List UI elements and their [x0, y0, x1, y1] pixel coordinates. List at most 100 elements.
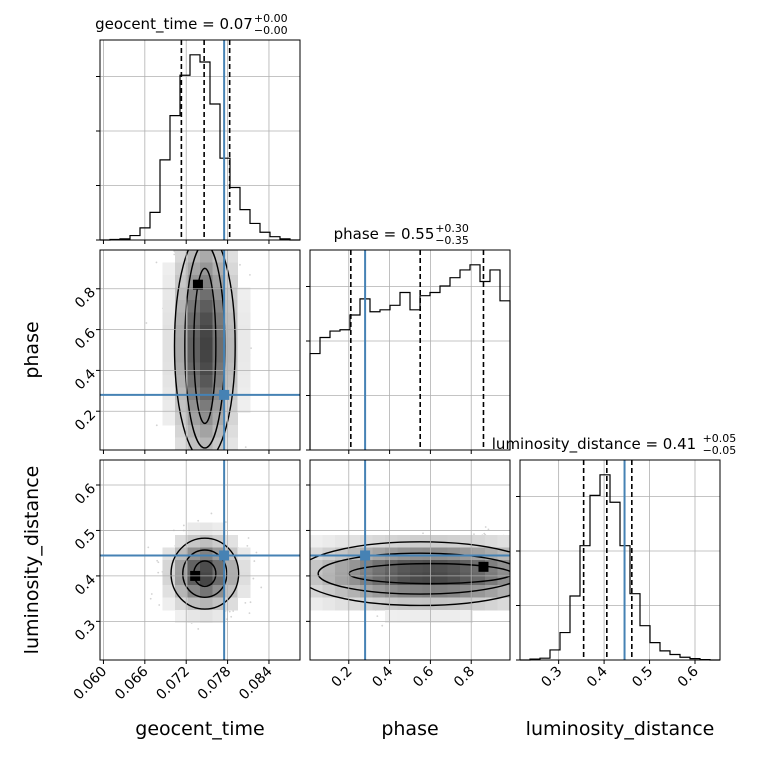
- scatter-point: [577, 587, 579, 589]
- x-tick-label: 0.078: [195, 664, 235, 704]
- scatter-point: [613, 584, 615, 586]
- density-cell: [447, 560, 461, 573]
- scatter-point: [290, 573, 292, 575]
- density-cell: [225, 400, 238, 413]
- density-cell: [322, 535, 336, 548]
- density-cell: [460, 560, 473, 573]
- density-cell: [225, 275, 238, 288]
- scatter-point: [517, 574, 519, 576]
- scatter-point: [145, 322, 148, 324]
- scatter-point: [517, 555, 519, 557]
- scatter-point: [201, 248, 203, 250]
- density-cell: [410, 560, 423, 573]
- density-cell: [335, 597, 348, 611]
- x-axis-label-luminosity_distance: luminosity_distance: [526, 718, 715, 740]
- density-cell: [335, 547, 348, 561]
- scatter-point: [538, 564, 540, 566]
- scatter-point: [196, 212, 198, 214]
- scatter-point: [594, 594, 596, 596]
- density-cell: [162, 350, 176, 363]
- scatter-point: [212, 207, 214, 209]
- x-tick-label: 0.8: [451, 664, 478, 691]
- x-tick-label: 0.060: [71, 664, 111, 704]
- density-cell: [447, 610, 461, 623]
- scatter-point: [547, 572, 549, 574]
- scatter-point: [581, 607, 583, 609]
- density-cell: [187, 560, 201, 573]
- density-cell: [175, 437, 188, 450]
- density-cell: [410, 585, 423, 598]
- density-cell: [237, 312, 251, 326]
- density-cell: [200, 585, 213, 598]
- truth-marker: [219, 389, 230, 400]
- density-cell: [385, 585, 398, 598]
- scatter-point: [193, 216, 195, 218]
- scatter-point: [215, 467, 217, 469]
- scatter-point: [200, 452, 202, 454]
- density-cell: [372, 547, 386, 561]
- scatter-point: [693, 582, 695, 584]
- density-cell: [237, 375, 251, 388]
- scatter-point: [565, 574, 567, 576]
- scatter-point: [530, 587, 532, 589]
- density-cell: [187, 597, 201, 611]
- scatter-point: [588, 561, 590, 563]
- scatter-point: [220, 475, 222, 477]
- x-tick-label: 0.066: [112, 663, 152, 703]
- x-tick-label: 0.072: [153, 664, 193, 704]
- scatter-point: [228, 515, 230, 517]
- density-cell: [422, 585, 436, 598]
- density-cell: [162, 375, 176, 388]
- density-cell: [497, 585, 510, 598]
- scatter-point: [487, 528, 490, 531]
- density-cell: [200, 425, 213, 438]
- scatter-point: [202, 244, 204, 246]
- x-tick-label: 0.5: [629, 664, 656, 691]
- scatter-point: [511, 593, 513, 595]
- density-cell: [410, 597, 423, 611]
- scatter-point: [484, 526, 487, 528]
- density-cell: [162, 337, 176, 351]
- scatter-point: [210, 499, 212, 501]
- density-cell: [310, 585, 323, 598]
- scatter-point: [210, 455, 212, 457]
- scatter-point: [216, 233, 218, 235]
- density-cell: [497, 535, 510, 548]
- density-cell: [162, 300, 176, 313]
- scatter-point: [244, 602, 247, 604]
- scatter-point: [155, 261, 158, 264]
- scatter-point: [197, 628, 200, 630]
- contour-3: [173, 250, 236, 450]
- panel-title-geocent_time: geocent_time = 0.07: [95, 15, 253, 34]
- density-cell: [200, 250, 213, 263]
- scatter-point: [158, 604, 161, 606]
- scatter-point: [381, 624, 384, 627]
- scatter-point: [198, 232, 200, 234]
- density-cell: [237, 585, 251, 598]
- scatter-point: [184, 464, 186, 466]
- scatter-point: [567, 584, 569, 586]
- scatter-point: [546, 594, 548, 596]
- scatter-point: [529, 571, 531, 573]
- y-axis-label-phase: phase: [21, 321, 43, 378]
- panel-geocent_time-luminosity_distance: [99, 459, 301, 661]
- y-tick-label: 0.8: [72, 285, 99, 312]
- scatter-point: [150, 593, 153, 595]
- scatter-point: [525, 591, 527, 593]
- scatter-point: [559, 566, 561, 568]
- x-tick-label: 0.4: [369, 663, 396, 690]
- y-tick-label: 0.2: [72, 407, 99, 434]
- density-cell: [162, 585, 176, 598]
- scatter-point: [532, 608, 534, 610]
- scatter-point: [536, 593, 538, 595]
- scatter-point: [572, 566, 574, 568]
- scatter-point: [531, 599, 533, 601]
- scatter-point: [511, 588, 513, 590]
- density-cell: [237, 362, 251, 376]
- density-cell: [212, 275, 226, 288]
- density-cell: [335, 560, 348, 573]
- density-cell: [187, 610, 201, 623]
- density-cell: [237, 560, 251, 573]
- scatter-point: [211, 217, 213, 219]
- title-sup: +0.05: [703, 432, 737, 445]
